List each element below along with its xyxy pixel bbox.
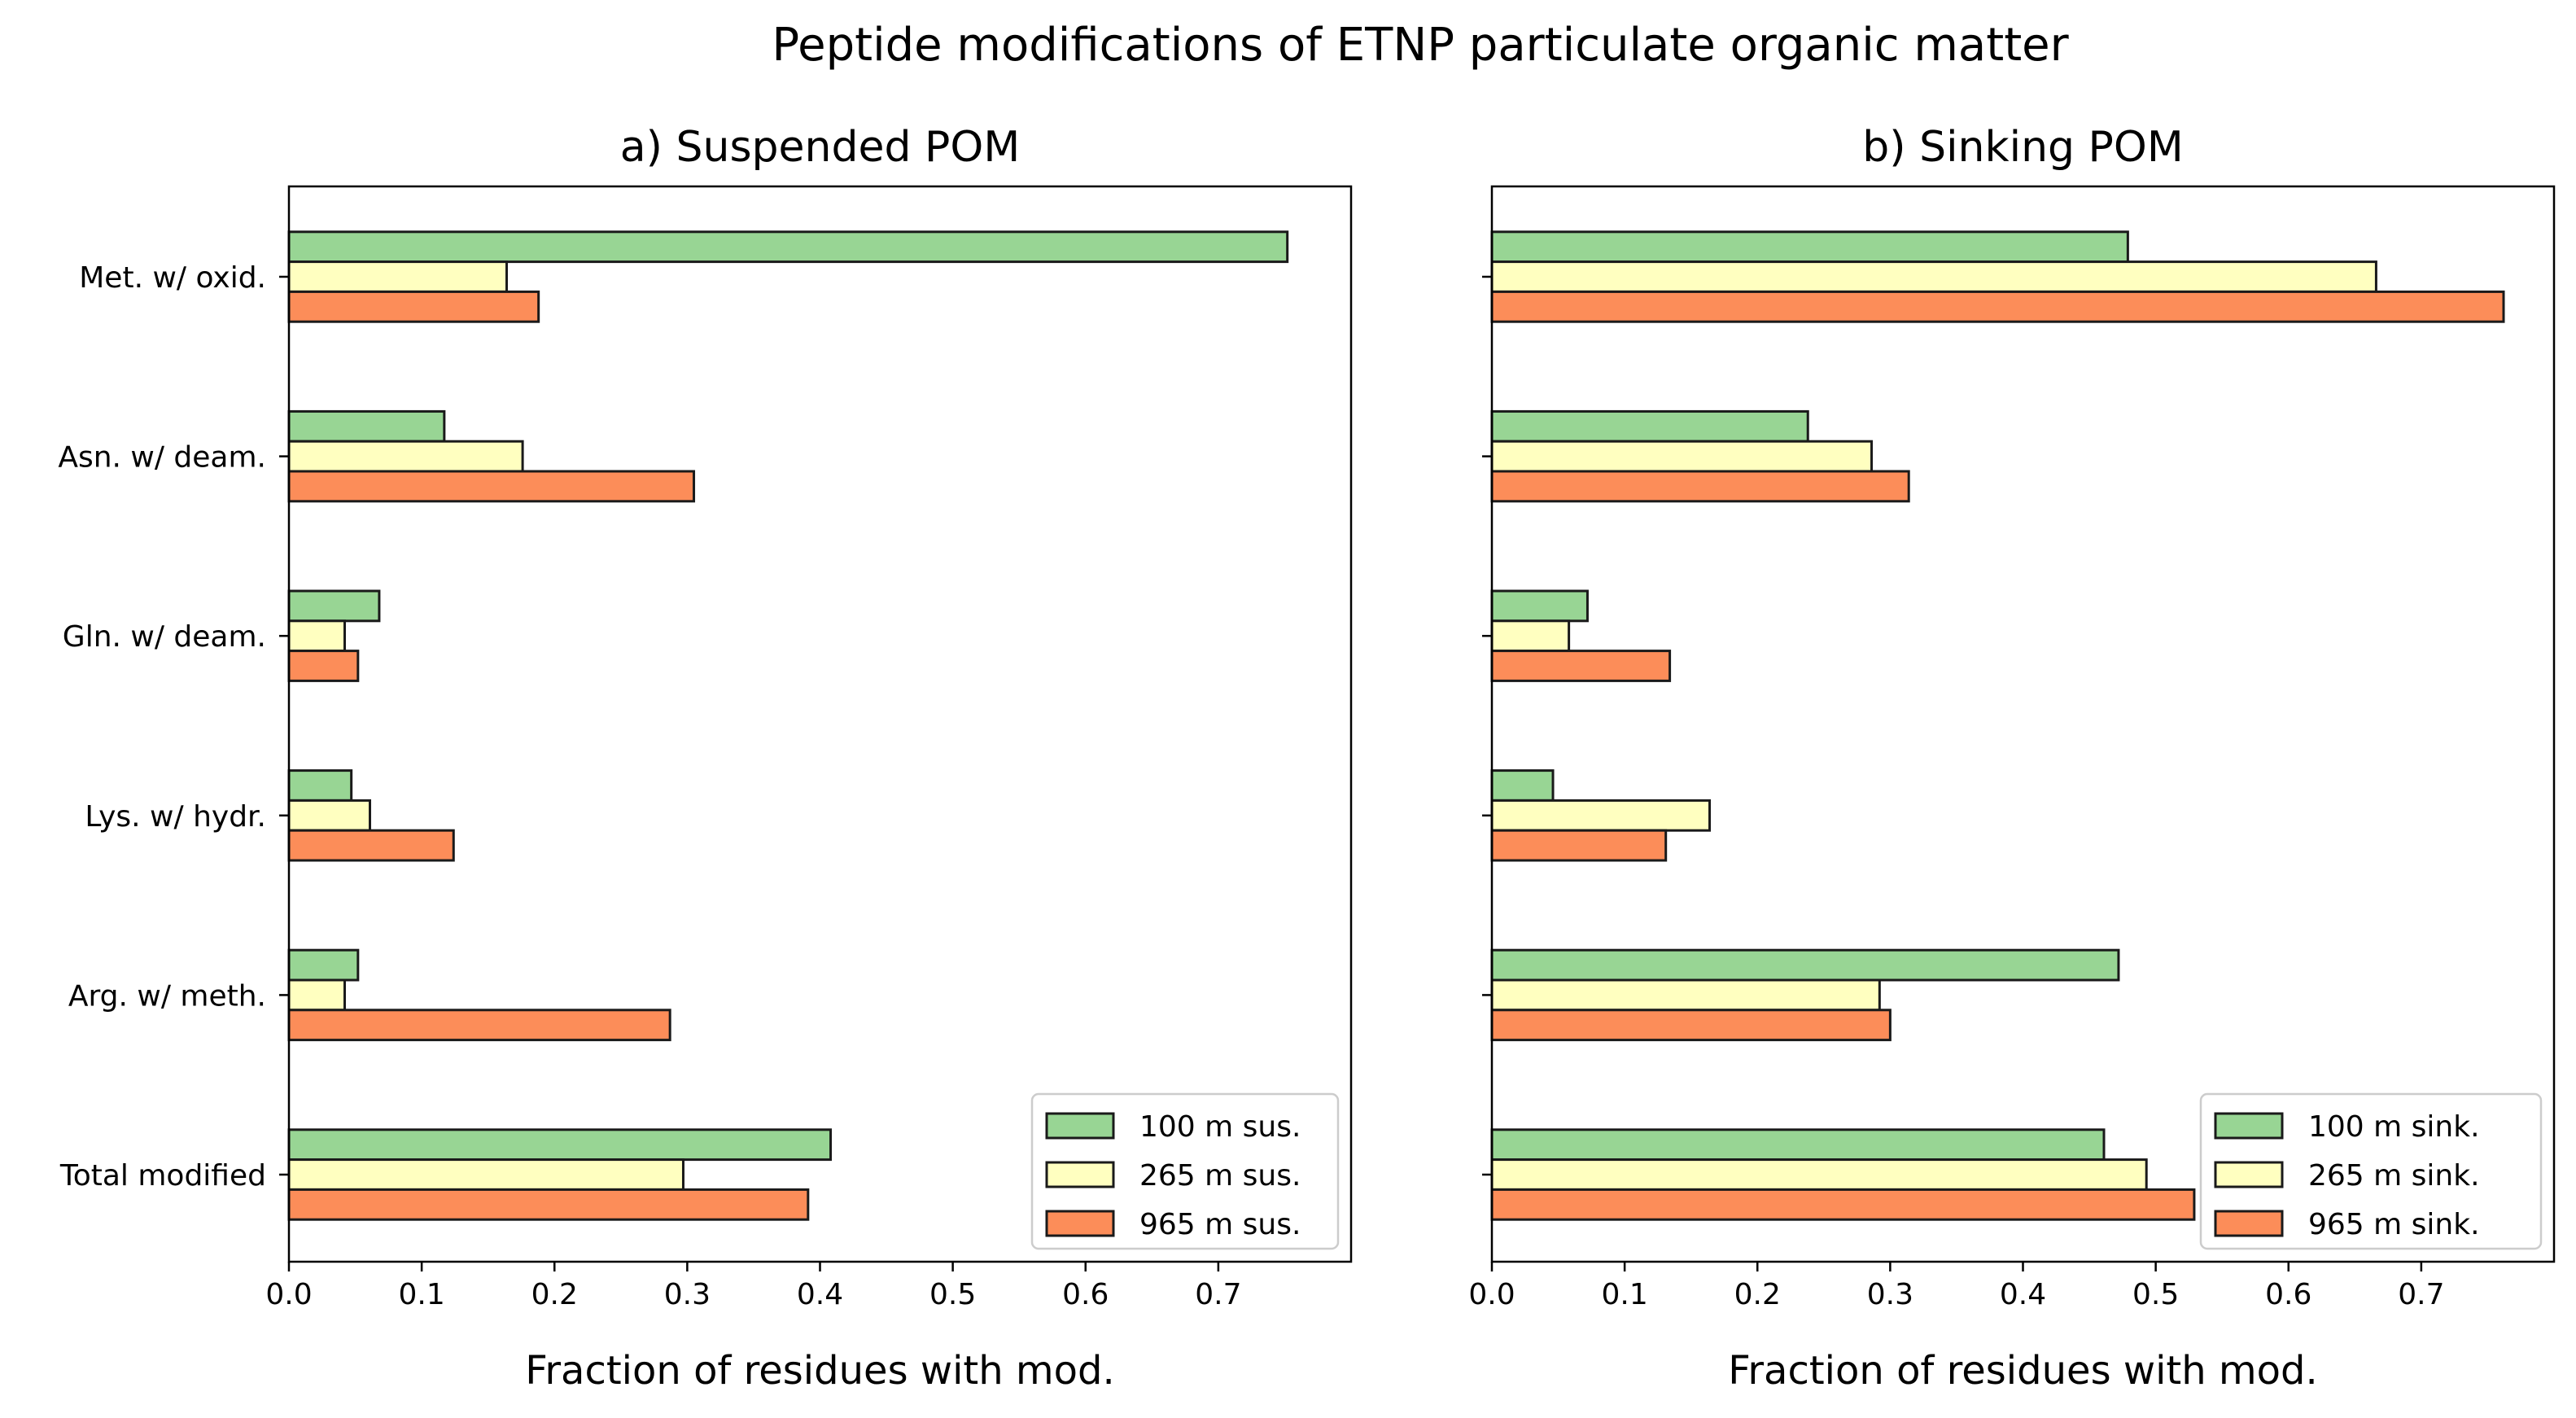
bar-965-m-sus-arg-w-meth [287,1009,671,1042]
bar-100-m-sink-asn-w-deam [1490,409,1809,443]
bar-265-m-sus-gln-w-deam [287,619,347,653]
legend-swatch-265-m-sus [1045,1161,1115,1188]
panel-title: b) Sinking POM [1862,123,2183,172]
bar-265-m-sink-gln-w-deam [1490,619,1571,653]
bar-265-m-sink-arg-w-meth [1490,978,1881,1012]
x-axis-label: Fraction of residues with mod. [1728,1348,2318,1394]
legend-swatch-100-m-sus [1045,1112,1115,1140]
x-tick-label: 0.7 [1195,1278,1241,1311]
legend-label: 965 m sink. [2308,1208,2480,1241]
x-tick-label: 0.2 [1734,1278,1781,1311]
bar-100-m-sus-lys-w-hydr [287,769,353,802]
bar-265-m-sus-asn-w-deam [287,440,524,473]
x-tick-label: 0.4 [2000,1278,2046,1311]
legend-label: 100 m sink. [2308,1110,2480,1144]
y-tick-label: Gln. w/ deam. [63,620,266,654]
bar-265-m-sus-arg-w-meth [287,978,347,1012]
y-tick-label: Arg. w/ meth. [68,979,266,1013]
x-tick-label: 0.2 [531,1278,578,1311]
bar-100-m-sink-lys-w-hydr [1490,769,1555,802]
bar-100-m-sink-arg-w-meth [1490,948,2120,982]
bar-965-m-sink-total-modified [1490,1188,2196,1221]
bar-100-m-sink-gln-w-deam [1490,589,1589,623]
x-tick-label: 0.0 [265,1278,312,1311]
legend-swatch-265-m-sink [2214,1161,2284,1188]
panel-suspended-pom: Met. w/ oxid. Asn. w/ deam. Gln. w/ deam. L… [58,123,1353,1394]
legend: 100 m sus. 265 m sus. 965 m sus. [1030,1092,1340,1250]
x-tick-label: 0.7 [2398,1278,2444,1311]
y-tick-label: Lys. w/ hydr. [85,800,266,834]
bar-265-m-sus-lys-w-hydr [287,799,372,832]
bar-265-m-sus-met-w-oxid [287,260,509,293]
bar-100-m-sus-gln-w-deam [287,589,381,623]
bar-965-m-sink-lys-w-hydr [1490,829,1668,862]
bar-965-m-sink-asn-w-deam [1490,470,1910,503]
x-tick-label: 0.6 [2265,1278,2311,1311]
legend-label: 265 m sus. [1139,1159,1301,1193]
figure-suptitle: Peptide modifications of ETNP particulat… [772,19,2069,72]
bar-965-m-sus-lys-w-hydr [287,829,455,862]
x-tick-label: 0.1 [398,1278,444,1311]
x-tick-label: 0.1 [1601,1278,1647,1311]
panel-title: a) Suspended POM [620,123,1020,172]
bar-100-m-sink-met-w-oxid [1490,230,2129,264]
y-tick-label: Total modified [59,1159,266,1193]
x-tick-label: 0.0 [1468,1278,1515,1311]
bar-100-m-sus-asn-w-deam [287,409,446,443]
bar-965-m-sus-met-w-oxid [287,290,540,323]
bar-265-m-sink-met-w-oxid [1490,260,2377,293]
legend-label: 265 m sink. [2308,1159,2480,1193]
bar-100-m-sus-met-w-oxid [287,230,1289,264]
x-tick-label: 0.3 [1867,1278,1913,1311]
y-tick-label: Asn. w/ deam. [58,441,266,475]
legend-label: 100 m sus. [1139,1110,1301,1144]
legend-swatch-965-m-sink [2214,1210,2284,1237]
legend: 100 m sink. 265 m sink. 965 m sink. [2199,1092,2543,1250]
bar-100-m-sink-total-modified [1490,1128,2106,1162]
bar-965-m-sink-arg-w-meth [1490,1009,1892,1042]
bar-265-m-sink-lys-w-hydr [1490,799,1712,832]
legend-label: 965 m sus. [1139,1208,1301,1241]
y-tick-label: Met. w/ oxid. [79,261,266,295]
bar-100-m-sus-total-modified [287,1128,833,1162]
bar-965-m-sus-asn-w-deam [287,470,696,503]
bar-965-m-sink-gln-w-deam [1490,650,1672,682]
bar-965-m-sus-gln-w-deam [287,650,360,682]
panel-sinking-pom: 0.0 0.1 0.2 0.3 0.4 0.5 0.6 0.7 b) Sinking POM Fr… [1468,123,2556,1394]
bar-100-m-sus-arg-w-meth [287,948,360,982]
legend-swatch-965-m-sus [1045,1210,1115,1237]
bar-965-m-sus-total-modified [287,1188,810,1221]
bar-265-m-sus-total-modified [287,1158,684,1191]
x-tick-label: 0.5 [2132,1278,2179,1311]
x-axis-label: Fraction of residues with mod. [525,1348,1115,1394]
legend-swatch-100-m-sink [2214,1112,2284,1140]
x-tick-label: 0.6 [1062,1278,1109,1311]
x-tick-label: 0.5 [929,1278,976,1311]
bar-965-m-sink-met-w-oxid [1490,290,2505,323]
bar-265-m-sink-total-modified [1490,1158,2148,1191]
x-tick-label: 0.3 [664,1278,711,1311]
bar-265-m-sink-asn-w-deam [1490,440,1874,473]
x-tick-label: 0.4 [797,1278,843,1311]
legend-box [2199,1092,2543,1250]
